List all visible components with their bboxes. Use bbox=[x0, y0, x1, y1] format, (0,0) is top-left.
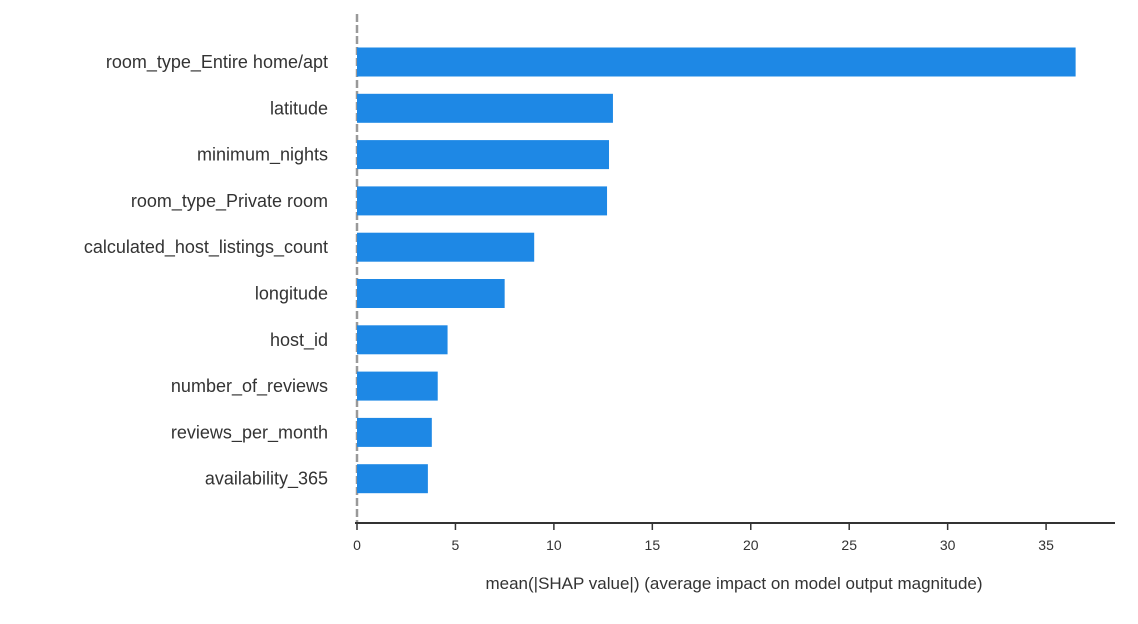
bar bbox=[357, 325, 448, 355]
bar bbox=[357, 371, 438, 401]
x-tick-label: 20 bbox=[743, 537, 759, 553]
category-label: host_id bbox=[270, 330, 328, 351]
bar bbox=[357, 464, 428, 494]
bar bbox=[357, 232, 535, 262]
category-labels: room_type_Entire home/apt latitude minimum… bbox=[84, 52, 328, 490]
category-label: minimum_nights bbox=[197, 145, 328, 166]
x-tick-label: 15 bbox=[645, 537, 661, 553]
bar bbox=[357, 47, 1076, 77]
category-label: room_type_Private room bbox=[131, 191, 328, 212]
x-tick-label: 35 bbox=[1038, 537, 1054, 553]
x-axis-title: mean(|SHAP value|) (average impact on mo… bbox=[485, 574, 982, 593]
bar bbox=[357, 417, 432, 447]
category-label: number_of_reviews bbox=[171, 376, 328, 397]
x-tick-label: 5 bbox=[452, 537, 460, 553]
category-label: reviews_per_month bbox=[171, 422, 328, 443]
category-label: room_type_Entire home/apt bbox=[106, 52, 328, 73]
bar bbox=[357, 140, 610, 170]
category-label: longitude bbox=[255, 284, 328, 304]
bar bbox=[357, 279, 505, 308]
bar bbox=[357, 93, 613, 123]
category-label: latitude bbox=[270, 98, 328, 118]
x-tick-label: 25 bbox=[841, 537, 857, 553]
category-label: calculated_host_listings_count bbox=[84, 237, 328, 258]
bars bbox=[357, 47, 1076, 494]
category-label: availability_365 bbox=[205, 469, 328, 490]
x-axis: 0 5 10 15 20 25 30 35 bbox=[353, 522, 1115, 553]
bar bbox=[357, 186, 608, 216]
x-tick-label: 30 bbox=[940, 537, 956, 553]
x-tick-label: 0 bbox=[353, 537, 361, 553]
x-tick-label: 10 bbox=[546, 537, 562, 553]
